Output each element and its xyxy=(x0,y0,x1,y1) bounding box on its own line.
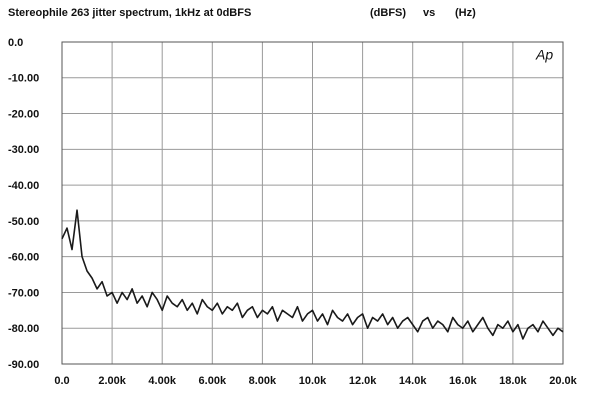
watermark: Ap xyxy=(535,47,553,63)
y-tick-label: 0.0 xyxy=(8,37,23,49)
x-tick-label: 6.00k xyxy=(199,375,227,387)
plot-frame xyxy=(61,41,564,365)
y-tick-label: -70.00 xyxy=(8,287,39,299)
x-tick-label: 16.0k xyxy=(449,375,477,387)
x-tick-label: 0.0 xyxy=(54,375,69,387)
x-tick-label: 2.00k xyxy=(98,375,126,387)
y-tick-label: -10.00 xyxy=(8,73,39,85)
connector: vs xyxy=(423,7,435,19)
x-tick-label: 20.0k xyxy=(549,375,577,387)
x-tick-label: 10.0k xyxy=(299,375,327,387)
spectrum-line xyxy=(61,209,564,340)
x-tick-label: 4.00k xyxy=(148,375,176,387)
y-axis-label: (dBFS) xyxy=(370,7,406,19)
y-tick-label: -20.00 xyxy=(8,108,39,120)
y-tick-label: -90.00 xyxy=(8,359,39,371)
chart-title: Stereophile 263 jitter spectrum, 1kHz at… xyxy=(8,7,251,19)
y-tick-label: -50.00 xyxy=(8,216,39,228)
y-tick-label: -60.00 xyxy=(8,252,39,264)
y-tick-label: -40.00 xyxy=(8,180,39,192)
x-tick-label: 18.0k xyxy=(499,375,527,387)
x-tick-label: 8.00k xyxy=(249,375,277,387)
y-tick-label: -30.00 xyxy=(8,144,39,156)
x-tick-label: 14.0k xyxy=(399,375,427,387)
y-tick-label: -80.00 xyxy=(8,323,39,335)
x-tick-label: 12.0k xyxy=(349,375,377,387)
x-axis-label: (Hz) xyxy=(455,7,476,19)
